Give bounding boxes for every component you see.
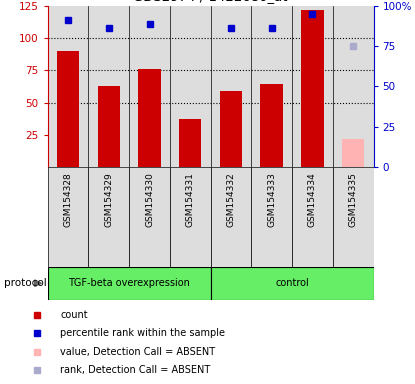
Text: value, Detection Call = ABSENT: value, Detection Call = ABSENT bbox=[60, 347, 215, 357]
Bar bbox=[210, 167, 251, 267]
Text: count: count bbox=[60, 310, 88, 320]
Bar bbox=[292, 167, 333, 267]
Bar bbox=[48, 167, 88, 267]
Bar bbox=[220, 91, 242, 167]
Text: GSM154331: GSM154331 bbox=[186, 172, 195, 227]
Text: percentile rank within the sample: percentile rank within the sample bbox=[60, 328, 225, 338]
Bar bbox=[170, 6, 211, 167]
Bar bbox=[333, 167, 374, 267]
Text: GSM154335: GSM154335 bbox=[349, 172, 358, 227]
Text: GSM154328: GSM154328 bbox=[63, 172, 73, 227]
Bar bbox=[261, 84, 283, 167]
Bar bbox=[333, 6, 374, 167]
Text: GSM154329: GSM154329 bbox=[104, 172, 113, 227]
Title: GDS2974 / 1422680_at: GDS2974 / 1422680_at bbox=[133, 0, 288, 3]
Bar bbox=[170, 167, 211, 267]
Bar bbox=[48, 6, 88, 167]
Bar bbox=[179, 119, 201, 167]
Text: rank, Detection Call = ABSENT: rank, Detection Call = ABSENT bbox=[60, 366, 210, 376]
Text: protocol: protocol bbox=[4, 278, 47, 288]
Bar bbox=[88, 167, 129, 267]
Bar bbox=[301, 10, 324, 167]
Bar bbox=[88, 6, 129, 167]
Bar bbox=[210, 267, 374, 300]
Bar bbox=[138, 69, 161, 167]
Text: GSM154334: GSM154334 bbox=[308, 172, 317, 227]
Text: GSM154330: GSM154330 bbox=[145, 172, 154, 227]
Bar bbox=[251, 167, 292, 267]
Bar bbox=[342, 139, 364, 167]
Text: GSM154333: GSM154333 bbox=[267, 172, 276, 227]
Text: GSM154332: GSM154332 bbox=[227, 172, 235, 227]
Bar bbox=[57, 51, 79, 167]
Bar bbox=[251, 6, 292, 167]
Bar bbox=[210, 6, 251, 167]
Bar bbox=[292, 6, 333, 167]
Bar bbox=[48, 267, 210, 300]
Text: control: control bbox=[275, 278, 309, 288]
Bar bbox=[129, 167, 170, 267]
Bar bbox=[98, 86, 120, 167]
Bar bbox=[129, 6, 170, 167]
Text: TGF-beta overexpression: TGF-beta overexpression bbox=[68, 278, 190, 288]
